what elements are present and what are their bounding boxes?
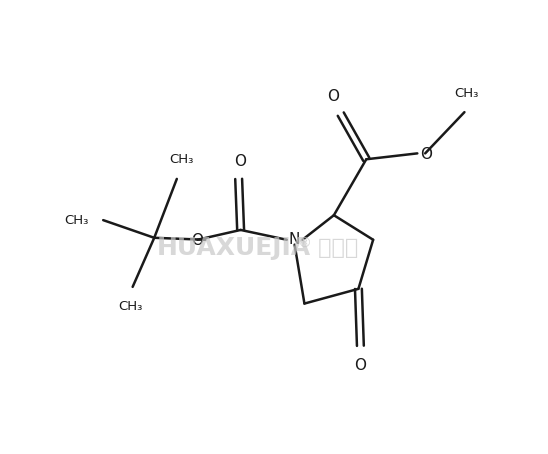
- Text: O: O: [327, 89, 339, 104]
- Text: CH₃: CH₃: [64, 214, 88, 227]
- Text: O: O: [191, 233, 203, 248]
- Text: O: O: [235, 154, 247, 169]
- Text: O: O: [420, 147, 432, 162]
- Text: 化学加: 化学加: [311, 237, 358, 257]
- Text: CH₃: CH₃: [169, 153, 194, 166]
- Text: O: O: [355, 358, 367, 373]
- Text: CH₃: CH₃: [118, 300, 143, 313]
- Text: ®: ®: [298, 237, 311, 251]
- Text: N: N: [289, 232, 300, 247]
- Text: CH₃: CH₃: [454, 87, 478, 100]
- Text: HUAXUEJIA: HUAXUEJIA: [157, 236, 311, 260]
